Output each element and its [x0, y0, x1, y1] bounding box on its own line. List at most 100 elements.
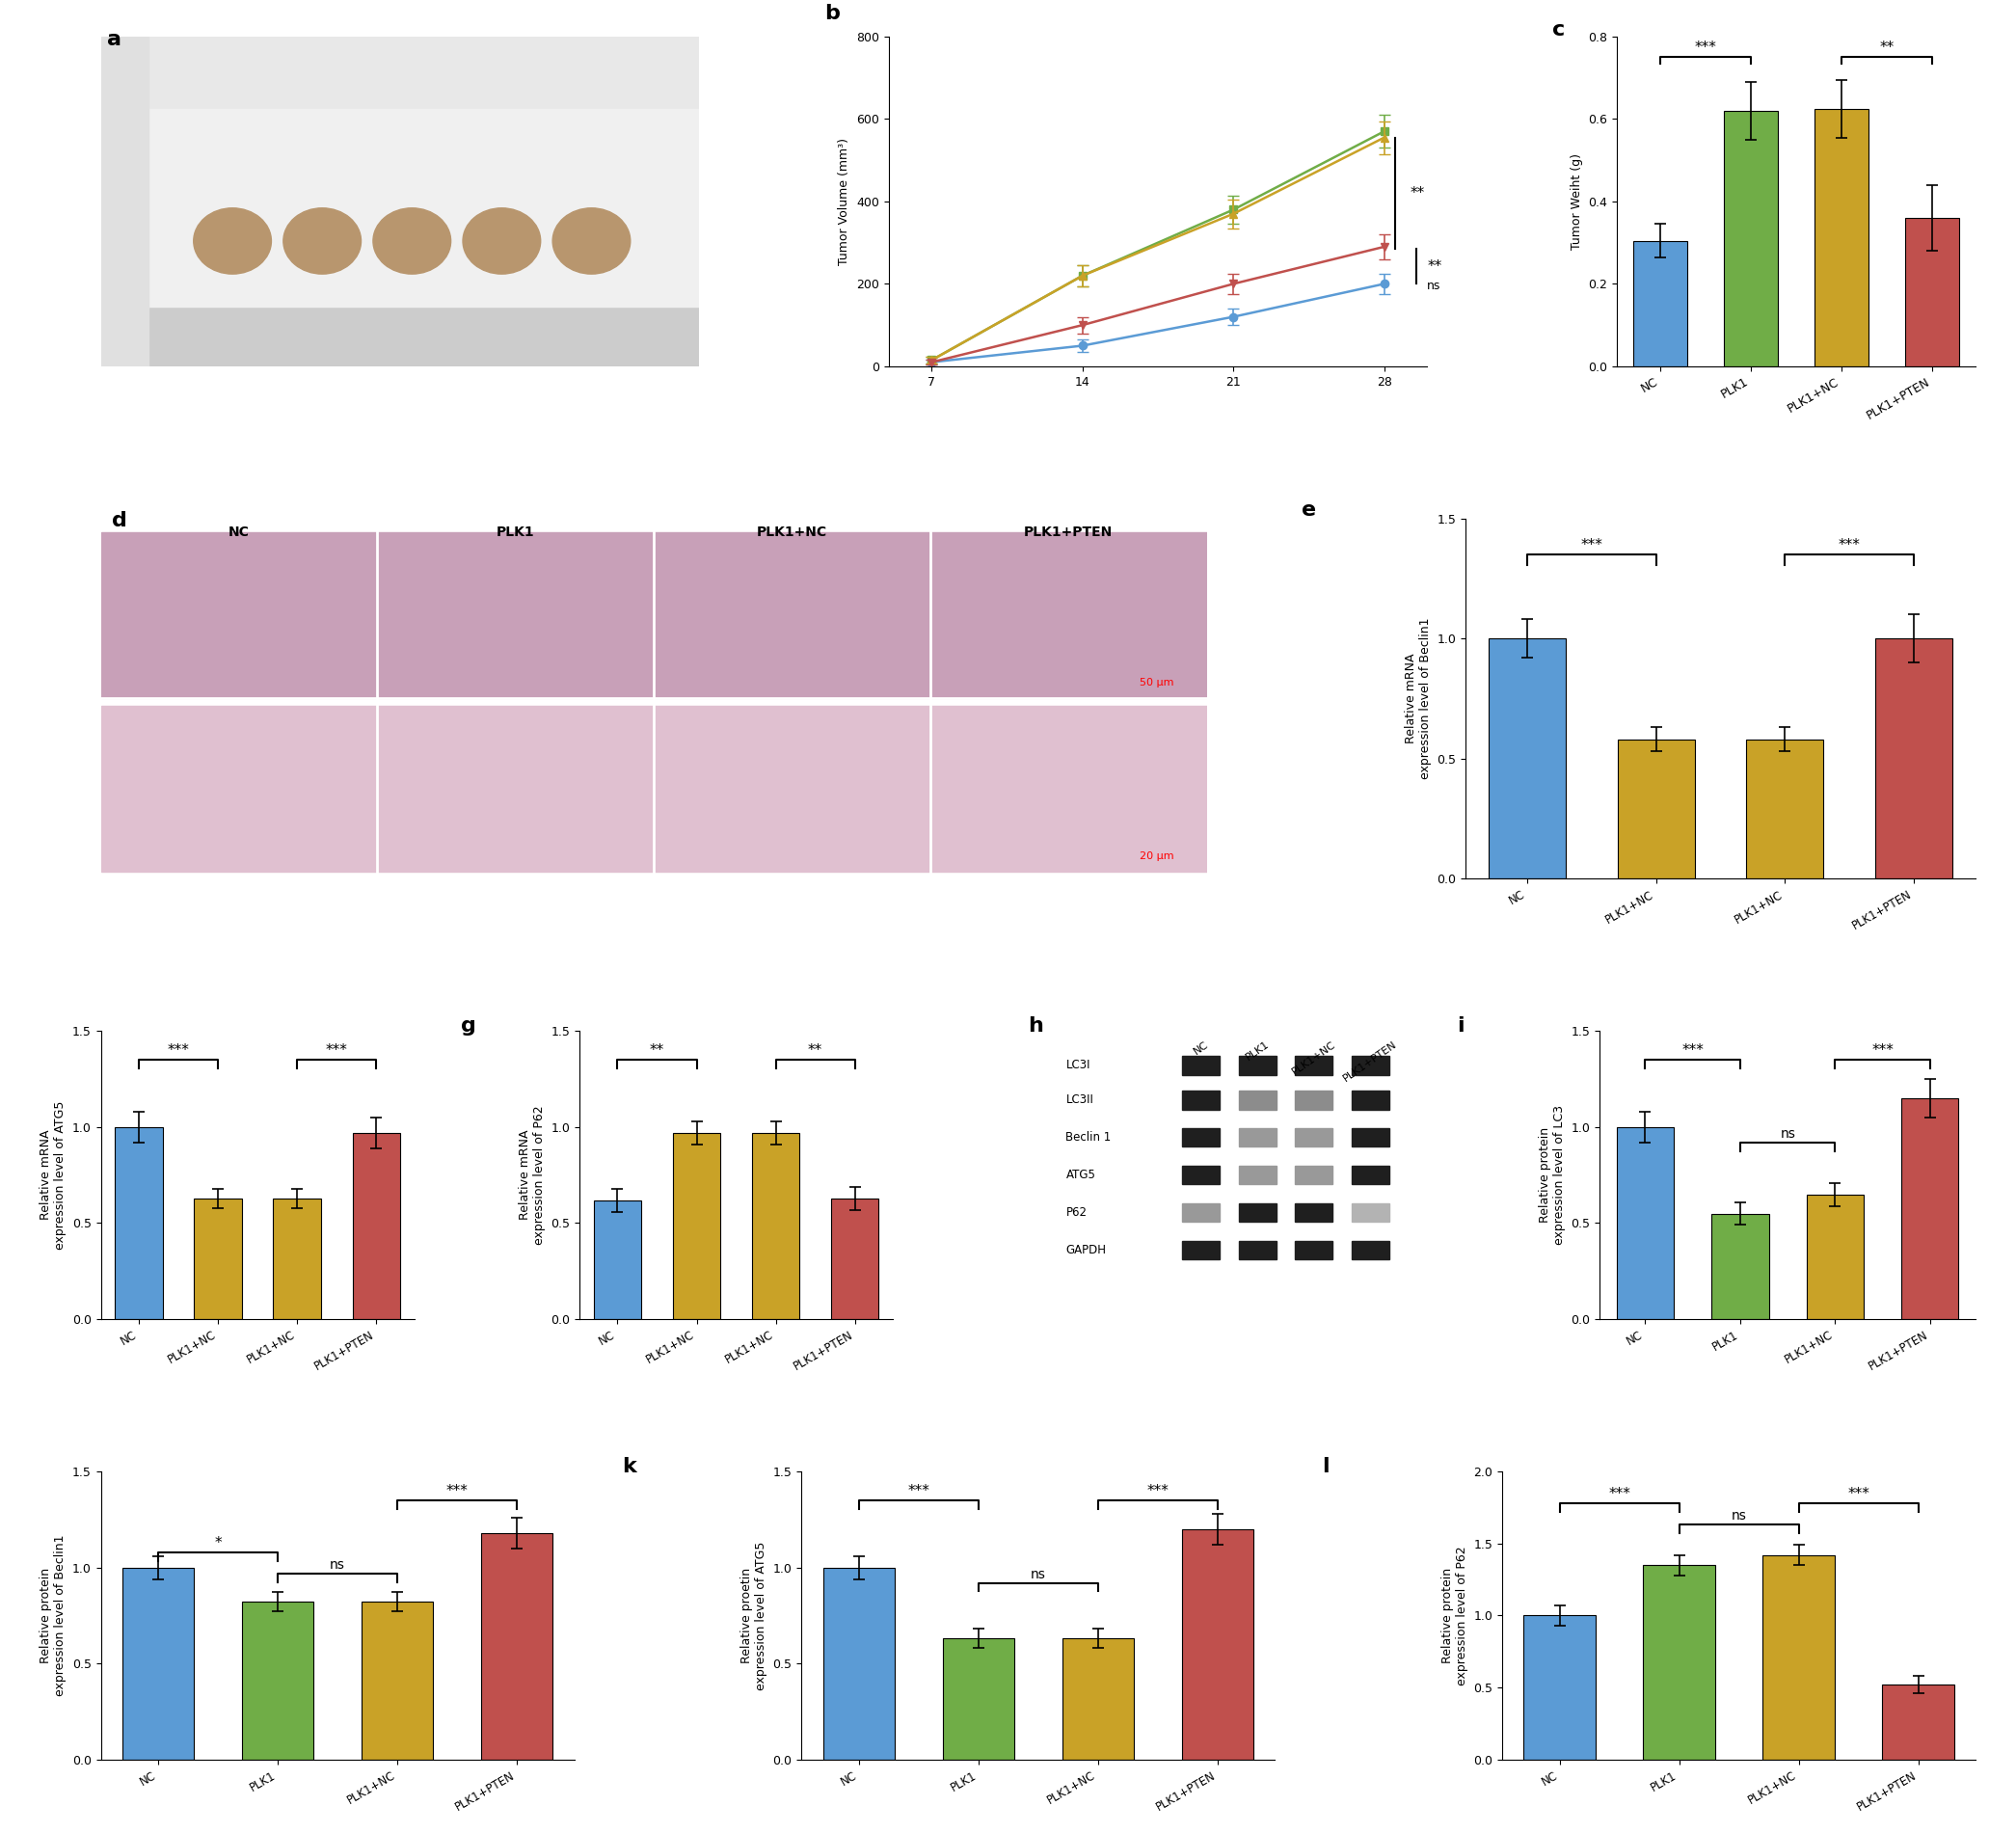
Bar — [123, 1567, 194, 1760]
Text: ***: *** — [1871, 1043, 1893, 1058]
Text: k: k — [621, 1457, 635, 1476]
Text: ns: ns — [1427, 280, 1441, 291]
Bar — [1901, 1098, 1960, 1320]
Bar — [101, 706, 377, 873]
Bar — [831, 1199, 879, 1320]
Text: ns: ns — [1732, 1509, 1746, 1523]
Text: Beclin 1: Beclin 1 — [1066, 1131, 1111, 1144]
Bar — [353, 1133, 399, 1320]
Bar — [361, 1602, 433, 1760]
Text: l: l — [1322, 1457, 1331, 1476]
Text: P62: P62 — [1066, 1206, 1087, 1219]
Y-axis label: Tumor Volume (mm³): Tumor Volume (mm³) — [839, 137, 851, 266]
Text: ***: *** — [907, 1485, 929, 1498]
PLK1+NC — [919, 348, 943, 370]
Bar — [1294, 1202, 1333, 1223]
Ellipse shape — [284, 209, 361, 273]
Text: ***: *** — [1581, 537, 1603, 552]
NC — [919, 352, 943, 374]
Bar — [1488, 638, 1566, 878]
Bar — [194, 1199, 242, 1320]
Text: LC3I: LC3I — [1066, 1059, 1091, 1072]
Bar — [1643, 1565, 1716, 1760]
Text: ATG5: ATG5 — [1066, 1169, 1095, 1180]
Text: NC: NC — [228, 526, 250, 539]
Bar — [1524, 1615, 1595, 1760]
Text: ***: *** — [1695, 40, 1716, 55]
NC — [1373, 273, 1397, 295]
PLK1 — [1373, 121, 1397, 143]
Bar — [673, 1133, 720, 1320]
Bar — [1294, 1091, 1333, 1109]
Text: d: d — [111, 511, 127, 530]
Ellipse shape — [373, 209, 452, 273]
Bar — [101, 110, 700, 306]
Bar — [1351, 1202, 1389, 1223]
Text: PLK1: PLK1 — [496, 526, 534, 539]
Text: ***: *** — [1839, 537, 1861, 552]
PLK1 — [1070, 264, 1095, 286]
Text: PLK1+NC: PLK1+NC — [756, 526, 827, 539]
Text: PLK1+NC: PLK1+NC — [1290, 1039, 1337, 1076]
Bar — [595, 1201, 641, 1320]
Bar — [377, 706, 653, 873]
NC — [1222, 306, 1246, 328]
Bar — [1238, 1056, 1276, 1074]
PLK1+PTEN — [1373, 236, 1397, 258]
Bar — [1181, 1056, 1220, 1074]
Bar — [653, 706, 929, 873]
Bar — [1062, 1639, 1133, 1760]
Text: ***: *** — [1609, 1487, 1631, 1501]
Line: PLK1+PTEN: PLK1+PTEN — [927, 242, 1389, 367]
Bar — [1294, 1241, 1333, 1259]
Bar — [1762, 1554, 1835, 1760]
Text: ***: *** — [1847, 1487, 1869, 1501]
Text: PLK1+PTEN: PLK1+PTEN — [1343, 1039, 1399, 1083]
Bar — [101, 37, 700, 110]
PLK1 — [1222, 198, 1246, 220]
Bar — [1294, 1166, 1333, 1184]
Text: g: g — [460, 1017, 476, 1036]
Text: ***: *** — [1681, 1043, 1704, 1058]
PLK1+NC — [1222, 203, 1246, 225]
Text: ***: *** — [167, 1043, 190, 1058]
PLK1+NC — [1373, 126, 1397, 148]
Bar — [1294, 1056, 1333, 1074]
Bar — [1181, 1127, 1220, 1147]
Text: PLK1+PTEN: PLK1+PTEN — [1024, 526, 1113, 539]
Bar — [1238, 1241, 1276, 1259]
Bar — [1875, 638, 1951, 878]
Y-axis label: Relative mRNA
expression level of P62: Relative mRNA expression level of P62 — [518, 1105, 546, 1245]
Text: ns: ns — [331, 1558, 345, 1571]
Y-axis label: Relative mRNA
expression level of ATG5: Relative mRNA expression level of ATG5 — [40, 1100, 67, 1250]
Bar — [1617, 1127, 1673, 1320]
Text: i: i — [1458, 1017, 1464, 1036]
Bar — [101, 37, 149, 367]
Line: NC: NC — [927, 280, 1389, 367]
Y-axis label: Relative proetin
expression level of ATG5: Relative proetin expression level of ATG… — [740, 1542, 768, 1690]
Bar — [1351, 1091, 1389, 1109]
Bar — [1814, 108, 1869, 367]
Bar — [1238, 1166, 1276, 1184]
Bar — [1351, 1056, 1389, 1074]
Bar — [929, 533, 1208, 698]
Text: ***: *** — [1147, 1485, 1169, 1498]
Text: **: ** — [1409, 185, 1425, 200]
Bar — [1181, 1202, 1220, 1223]
Text: ns: ns — [1030, 1567, 1046, 1582]
Bar — [101, 533, 377, 698]
Ellipse shape — [552, 209, 631, 273]
Text: **: ** — [649, 1043, 665, 1058]
Bar — [1905, 218, 1960, 367]
Bar — [1181, 1529, 1254, 1760]
Bar — [1351, 1127, 1389, 1147]
Bar — [929, 706, 1208, 873]
Text: 50 μm: 50 μm — [1139, 678, 1173, 687]
Bar — [274, 1199, 321, 1320]
Bar — [823, 1567, 895, 1760]
Y-axis label: Tumor Weiht (g): Tumor Weiht (g) — [1570, 154, 1583, 249]
Bar — [1238, 1202, 1276, 1223]
Bar — [1806, 1195, 1863, 1320]
Bar — [1351, 1241, 1389, 1259]
Text: ***: *** — [446, 1485, 468, 1498]
